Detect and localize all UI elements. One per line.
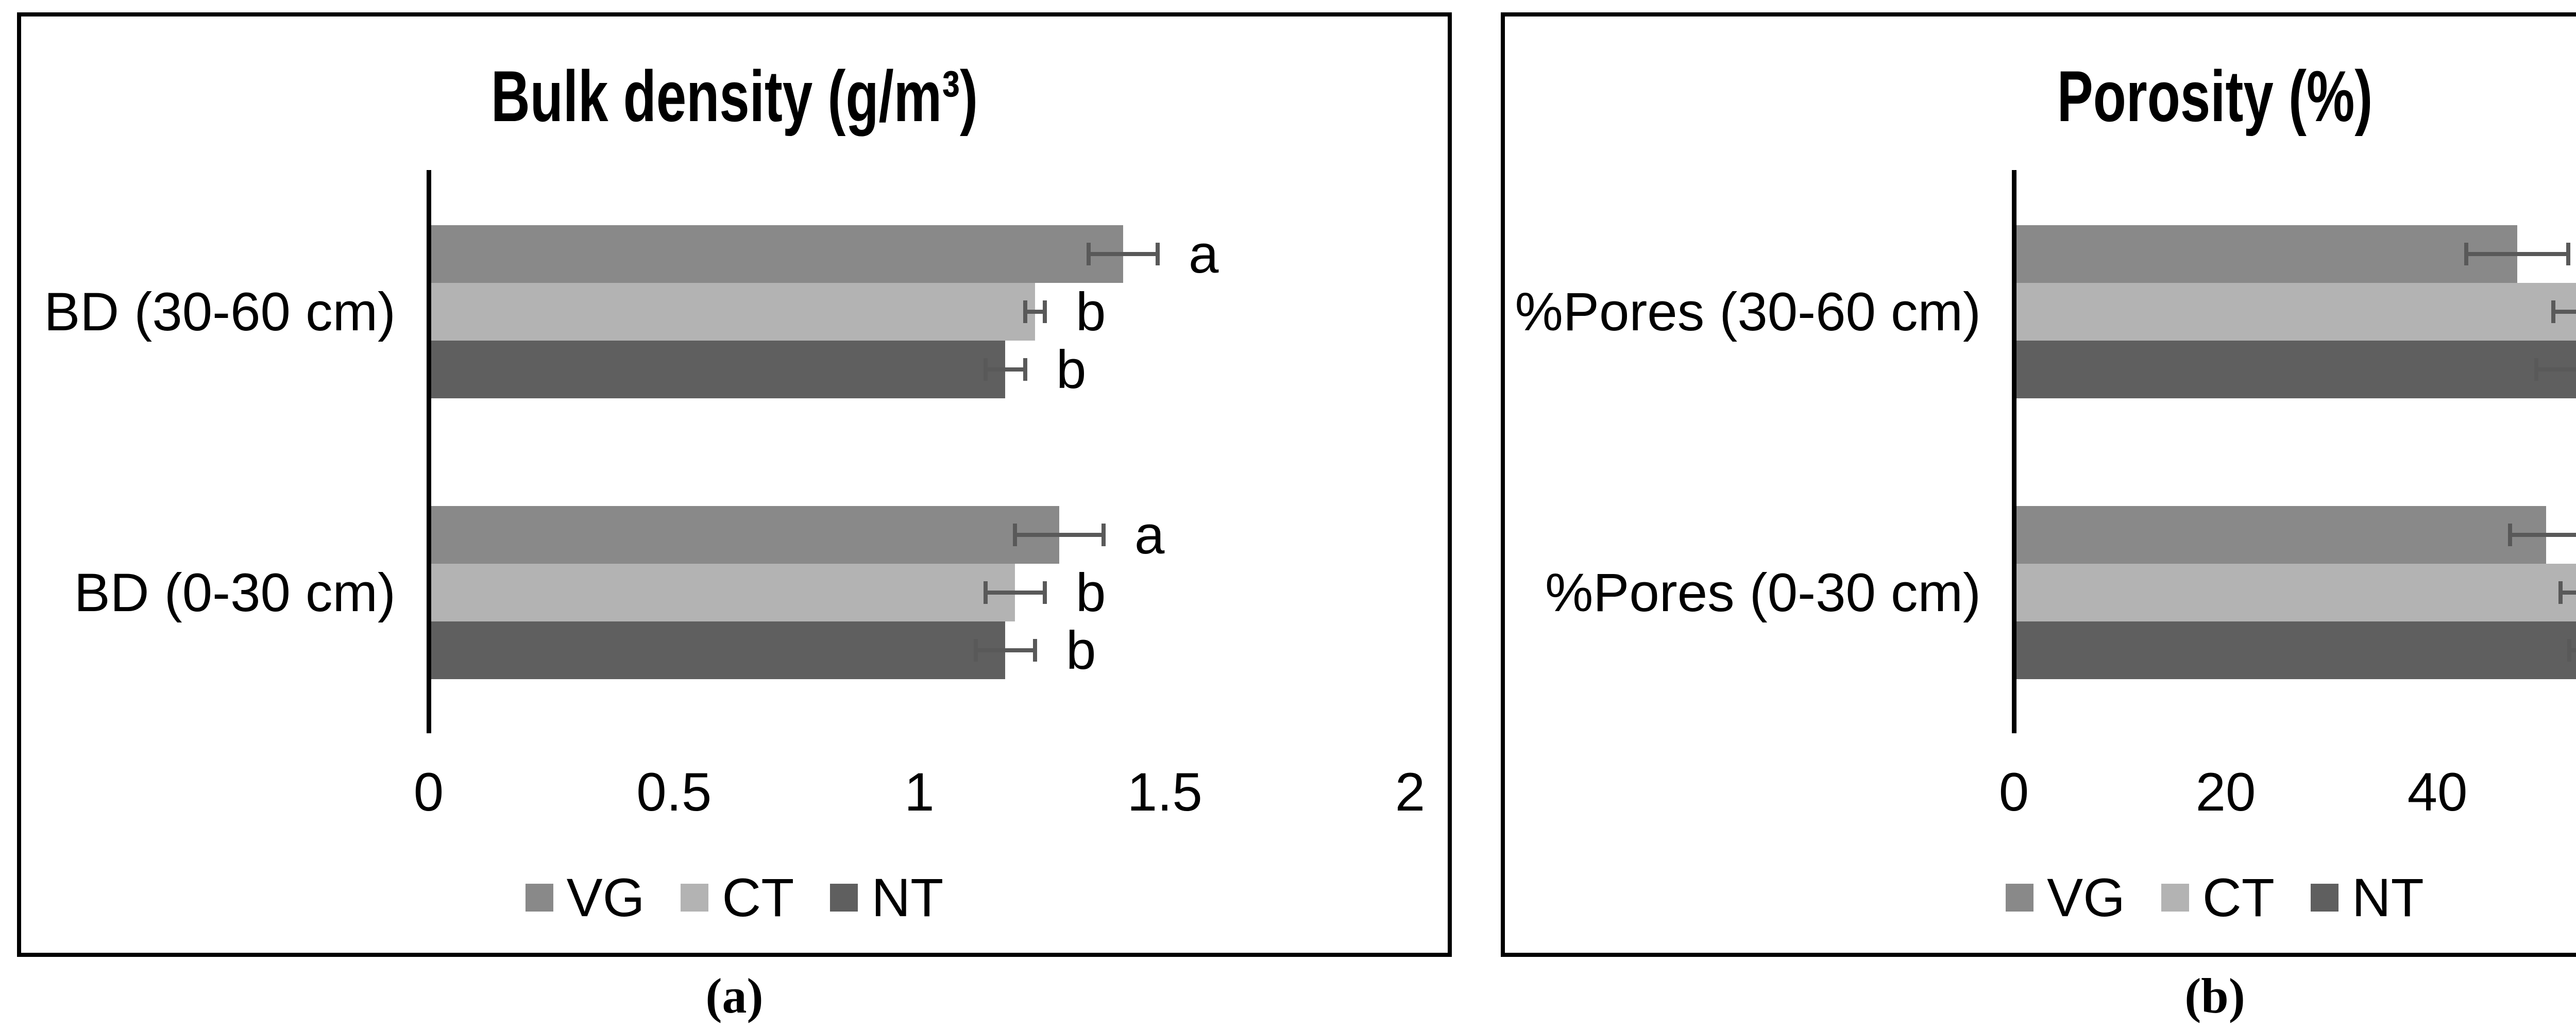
sig-letter: b <box>1076 562 1106 623</box>
legend-label: VG <box>566 867 645 928</box>
legend-label: CT <box>2202 867 2275 928</box>
legend-item: CT <box>681 871 794 925</box>
bar <box>431 225 1123 283</box>
error-bar-line <box>986 591 1044 595</box>
error-bar-cap <box>1156 243 1160 265</box>
legend: VG CT NT <box>21 867 1448 929</box>
sig-letter: a <box>1189 224 1219 284</box>
legend-item: VG <box>2006 871 2125 925</box>
category-label: %Pores (30-60 cm) <box>1515 281 1981 342</box>
bar <box>2016 564 2576 621</box>
legend-swatch-vg <box>2006 884 2034 912</box>
bar <box>2016 341 2576 398</box>
error-bar-cap <box>1023 300 1027 323</box>
legend-label: CT <box>722 867 794 928</box>
x-tick-label: 2 <box>1395 762 1426 822</box>
error-bar-cap <box>984 358 988 381</box>
y-axis-line <box>2012 170 2016 733</box>
error-bar-cap <box>974 639 978 662</box>
bar <box>2016 225 2517 283</box>
sig-letter: b <box>1056 339 1087 400</box>
category-label: BD (0-30 cm) <box>74 562 396 623</box>
legend-label: NT <box>871 867 944 928</box>
category-label: %Pores (0-30 cm) <box>1545 562 1981 623</box>
error-bar-cap <box>1043 581 1047 604</box>
bar <box>2016 283 2576 341</box>
figure-caption: (a) <box>705 968 764 1023</box>
category-label: BD (30-60 cm) <box>44 281 396 342</box>
error-bar-line <box>986 367 1025 372</box>
legend-swatch-ct <box>681 884 709 912</box>
x-tick-label: 20 <box>2195 762 2256 822</box>
legend-item: NT <box>830 871 943 925</box>
bar <box>431 283 1035 341</box>
error-bar-line <box>976 648 1035 652</box>
legend-item: VG <box>525 867 645 928</box>
error-bar-line <box>2569 648 2576 652</box>
sig-letter: a <box>1134 504 1165 565</box>
bar <box>431 564 1015 621</box>
error-bar-cap <box>2566 243 2570 265</box>
error-bar-line <box>2466 252 2568 256</box>
error-bar-line <box>2510 533 2576 537</box>
error-bar-cap <box>1043 300 1047 323</box>
error-bar-cap <box>2464 243 2468 265</box>
legend-item: CT <box>2161 871 2275 925</box>
legend-swatch-nt <box>830 884 858 912</box>
error-bar-cap <box>1101 524 1106 546</box>
legend-swatch-vg <box>525 884 553 912</box>
error-bar-line <box>2553 310 2576 314</box>
error-bar-cap <box>1087 243 1091 265</box>
legend-item: NT <box>2310 867 2424 928</box>
error-bar-cap <box>2551 300 2555 323</box>
chart-title: Porosity (%) <box>2057 56 2373 137</box>
error-bar-line <box>1089 252 1157 256</box>
x-tick-label: 0 <box>1998 762 2029 822</box>
x-tick-label: 1 <box>904 762 935 822</box>
error-bar-cap <box>1013 524 1017 546</box>
plot-area: 020406080%Pores (30-60 cm)abb%Pores (0-3… <box>1505 16 2576 953</box>
plot-area: 0 0.5 1 1.5 2 BD (30-60 cm) a b b BD (0-30 cm) a b b <box>21 16 1448 953</box>
legend-swatch-nt <box>2310 884 2338 912</box>
x-tick-label: 1.5 <box>1127 762 1202 822</box>
error-bar-line <box>2536 367 2576 372</box>
chart-panel-a: Bulk density (g/m³) 0 0.5 1 1.5 2 BD (30-60 c… <box>17 12 1452 957</box>
error-bar-cap <box>1023 358 1027 381</box>
bar <box>2016 621 2576 679</box>
x-tick-label: 0.5 <box>636 762 712 822</box>
error-bar-cap <box>2558 581 2563 604</box>
error-bar-cap <box>2508 524 2512 546</box>
bar <box>2016 506 2546 564</box>
bar <box>431 341 1005 398</box>
x-tick-label: 0 <box>413 762 444 822</box>
figure-caption: (b) <box>2184 968 2245 1023</box>
legend-label: NT <box>2351 867 2424 928</box>
sig-letter: b <box>1066 620 1096 681</box>
y-axis-line <box>427 170 431 733</box>
legend: VG CT NT <box>1505 867 2576 929</box>
error-bar-line <box>1015 533 1103 537</box>
bar <box>431 506 1059 564</box>
error-bar-line <box>2561 591 2576 595</box>
error-bar-line <box>1025 310 1045 314</box>
chart-panel-b: Porosity (%) 020406080%Pores (30-60 cm)a… <box>1501 12 2576 957</box>
legend-label: VG <box>2047 867 2125 928</box>
bar <box>431 621 1005 679</box>
error-bar-cap <box>1033 639 1037 662</box>
error-bar-cap <box>984 581 988 604</box>
error-bar-cap <box>2567 639 2571 662</box>
sig-letter: b <box>1076 281 1106 342</box>
error-bar-cap <box>2534 358 2538 381</box>
legend-swatch-ct <box>2161 884 2189 912</box>
x-tick-label: 40 <box>2407 762 2468 822</box>
chart-title: Bulk density (g/m³) <box>490 56 978 137</box>
